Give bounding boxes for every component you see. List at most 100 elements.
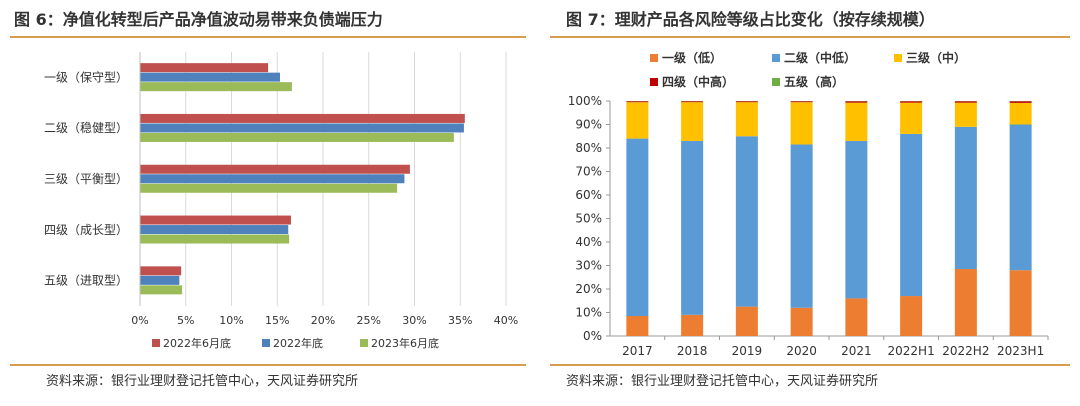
x-category-label: 2020 — [786, 344, 817, 358]
right-source-rule — [550, 364, 1070, 366]
bar-2 — [140, 174, 405, 184]
bar-3 — [140, 285, 183, 295]
legend-swatch — [772, 78, 780, 86]
y-tick-label: 40% — [575, 235, 602, 249]
legend-label: 2023年6月底 — [371, 336, 439, 350]
bar-2 — [140, 72, 280, 82]
left-chart-panel: 图 6：净值化转型后产品净值波动易带来负债端压力 0% 5% 10% 15% 20% 25… — [0, 0, 536, 406]
y-tick-label: 20% — [575, 282, 602, 296]
stack-segment-4 — [1009, 101, 1032, 103]
stack-segment-3 — [845, 102, 868, 141]
stack-segment-1 — [845, 298, 868, 336]
bar-2 — [140, 225, 289, 235]
y-tick-label: 60% — [575, 188, 602, 202]
stack-segment-4 — [735, 101, 758, 103]
x-tick-label: 15% — [265, 314, 289, 327]
legend-swatch — [152, 339, 160, 347]
right-stacked-bar-chart: 0% 10% 20% 30% 40% 50% 60% 70% 80% 90% 100% 2017 201… — [568, 50, 1049, 358]
right-title-rule — [550, 36, 1070, 38]
stack-segment-2 — [681, 140, 704, 315]
stack-segment-1 — [626, 316, 649, 336]
right-chart-title: 图 7：理财产品各风险等级占比变化（按存续规模） — [566, 10, 935, 29]
x-tick-label: 30% — [402, 314, 426, 327]
bar-2 — [140, 275, 180, 285]
right-source-note: 资料来源：银行业理财登记托管中心，天风证券研究所 — [566, 374, 879, 389]
legend-swatch — [894, 54, 902, 62]
left-source-rule — [10, 364, 526, 366]
x-tick-label: 10% — [219, 314, 243, 327]
stack-segment-3 — [900, 102, 923, 134]
bar-3 — [140, 234, 290, 244]
y-tick-label: 100% — [568, 94, 602, 108]
legend-swatch — [262, 339, 270, 347]
left-source-note: 资料来源：银行业理财登记托管中心，天风证券研究所 — [46, 374, 359, 389]
stack-segment-2 — [790, 144, 813, 308]
left-bar-chart: 0% 5% 10% 15% 20% 25% 30% 35% 40% 一级（保守型） 二级（稳健型） 三… — [44, 52, 518, 350]
left-chart-title: 图 6：净值化转型后产品净值波动易带来负债端压力 — [14, 10, 383, 29]
x-category-label: 2019 — [732, 344, 763, 358]
stack-segment-2 — [954, 126, 977, 270]
x-category-label: 2022H2 — [942, 344, 989, 358]
stack-segment-3 — [1009, 102, 1032, 125]
stack-segment-1 — [681, 314, 704, 336]
stack-segment-3 — [681, 102, 704, 141]
left-title-rule — [10, 36, 526, 38]
x-tick-label: 25% — [357, 314, 381, 327]
legend-swatch — [650, 54, 658, 62]
stack-segment-2 — [735, 136, 758, 307]
legend-label: 五级（高） — [784, 74, 844, 89]
stack-segment-4 — [626, 101, 649, 103]
stack-segment-3 — [954, 102, 977, 127]
legend-swatch — [360, 339, 368, 347]
stack-segment-2 — [900, 133, 923, 297]
stack-segment-2 — [1009, 124, 1032, 271]
stack-segment-4 — [900, 101, 923, 103]
legend-label: 四级（中高） — [662, 74, 734, 89]
stack-segment-1 — [900, 296, 923, 336]
y-tick-label: 80% — [575, 141, 602, 155]
stack-segment-1 — [735, 306, 758, 336]
y-tick-label: 50% — [575, 212, 602, 226]
y-category-label: 一级（保守型） — [44, 70, 128, 84]
bar-1 — [140, 113, 465, 123]
stack-segment-4 — [954, 101, 977, 103]
bar-1 — [140, 164, 410, 174]
x-category-label: 2023H1 — [997, 344, 1044, 358]
stack-segment-4 — [681, 101, 704, 103]
y-category-label: 三级（平衡型） — [44, 172, 128, 186]
bar-1 — [140, 63, 269, 73]
stack-segment-4 — [845, 101, 868, 103]
y-category-label: 四级（成长型） — [44, 223, 128, 237]
stack-segment-2 — [626, 138, 649, 317]
x-tick-label: 35% — [448, 314, 472, 327]
x-category-label: 2022H1 — [888, 344, 935, 358]
y-tick-label: 70% — [575, 165, 602, 179]
legend-label: 一级（低） — [662, 50, 722, 65]
y-tick-label: 90% — [575, 118, 602, 132]
x-tick-label: 5% — [177, 314, 194, 327]
legend-label: 三级（中） — [906, 50, 966, 65]
stack-segment-3 — [735, 102, 758, 137]
bar-2 — [140, 123, 464, 133]
y-category-label: 二级（稳健型） — [44, 120, 128, 135]
stack-segment-4 — [790, 101, 813, 103]
bar-3 — [140, 132, 454, 142]
legend-label: 2022年底 — [273, 336, 323, 350]
stack-segment-3 — [626, 102, 649, 139]
stack-segment-2 — [845, 140, 868, 299]
y-tick-label: 30% — [575, 259, 602, 273]
y-tick-label: 10% — [575, 306, 602, 320]
stack-segment-1 — [954, 269, 977, 336]
y-tick-label: 0% — [583, 329, 602, 343]
legend-label: 二级（中低） — [784, 50, 856, 65]
right-chart-panel: 图 7：理财产品各风险等级占比变化（按存续规模） 0% 10% 20% 30% 40% 5… — [540, 0, 1080, 406]
bar-3 — [140, 82, 292, 92]
x-tick-label: 0% — [131, 314, 148, 327]
x-category-label: 2017 — [622, 344, 653, 358]
legend-label: 2022年6月底 — [163, 336, 231, 350]
legend-swatch — [650, 78, 658, 86]
x-tick-label: 20% — [311, 314, 335, 327]
bar-1 — [140, 266, 182, 276]
x-category-label: 2018 — [677, 344, 708, 358]
x-category-label: 2021 — [841, 344, 872, 358]
